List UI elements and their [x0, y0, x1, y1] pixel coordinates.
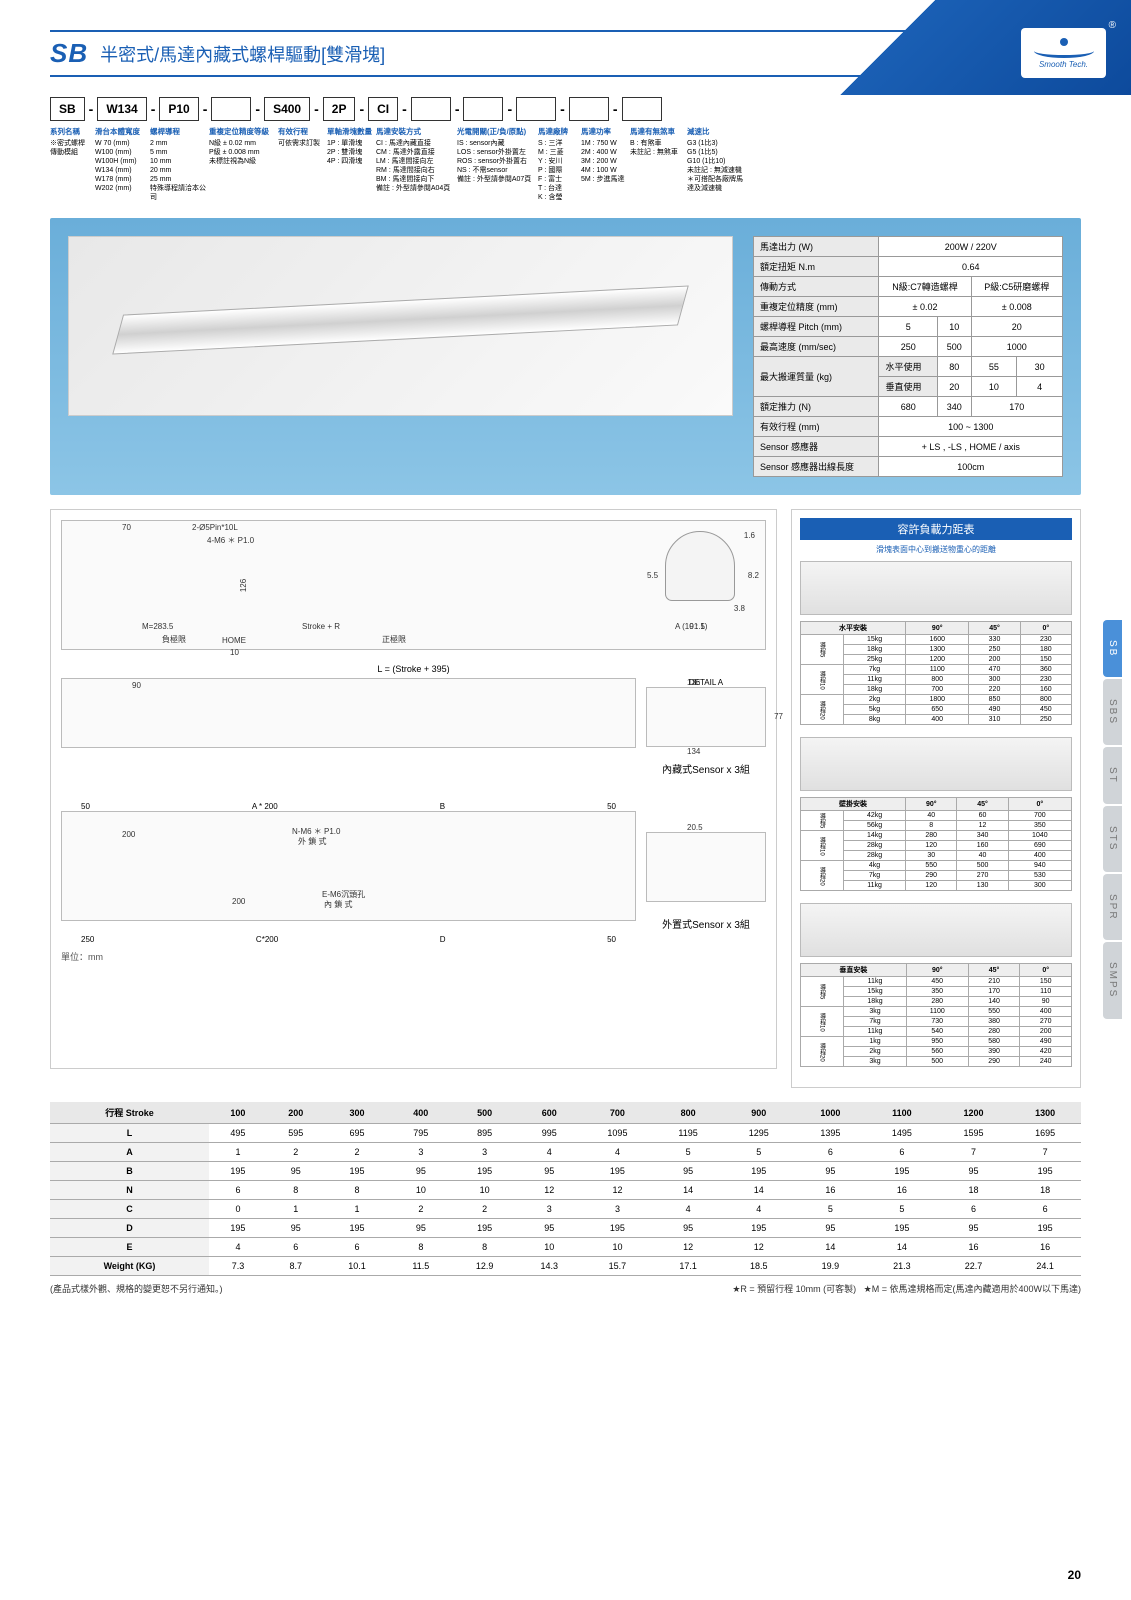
side-tab[interactable]: SMPS: [1103, 942, 1122, 1018]
ordering-box: [622, 97, 662, 121]
page-title: 半密式/馬達內藏式螺桿驅動[雙滑塊]: [100, 41, 385, 67]
ordering-box: SB: [50, 97, 85, 121]
side-tab[interactable]: SBS: [1103, 679, 1122, 745]
ordering-descriptions: 系列名稱※密式螺桿傳動模組滑台本體寬度W 70 (mm)W100 (mm)W10…: [50, 127, 1081, 202]
registered-mark: ®: [1109, 20, 1116, 31]
side-tabs: SB SBS ST STS SPRSMPS: [1103, 620, 1131, 1021]
ordering-box: W134: [97, 97, 146, 121]
ordering-box: S400: [264, 97, 310, 121]
unit-label: 單位：mm: [61, 950, 766, 963]
length-formula: L = (Stroke + 395): [61, 664, 766, 674]
technical-drawings: 70 2-Ø5Pin*10L 4-M6 ＊ P1.0 126 M=283.5 S…: [50, 509, 777, 1069]
ordering-box: [411, 97, 451, 121]
page-number: 20: [1068, 1568, 1081, 1582]
stroke-table: 行程 Stroke1002003004005006007008009001000…: [50, 1102, 1081, 1276]
ordering-box: [211, 97, 251, 121]
load-capacity-panel: 容許負載力距表 滑塊表面中心到搬送物重心的距離 水平安裝90°45°0°導程51…: [791, 509, 1081, 1088]
product-panel: 馬達出力 (W)200W / 220V額定扭矩 N.m0.64傳動方式N級:C7…: [50, 218, 1081, 495]
brand-logo: Smooth Tech.: [1021, 28, 1106, 78]
ordering-code-row: SB-W134-P10--S400-2P-CI-----: [50, 97, 1081, 121]
spec-table: 馬達出力 (W)200W / 220V額定扭矩 N.m0.64傳動方式N級:C7…: [753, 236, 1063, 477]
ordering-box: [516, 97, 556, 121]
side-tab[interactable]: SPR: [1103, 874, 1122, 941]
ordering-box: [569, 97, 609, 121]
ordering-box: P10: [159, 97, 198, 121]
side-tab[interactable]: ST: [1103, 747, 1122, 804]
ordering-box: [463, 97, 503, 121]
side-tab[interactable]: SB: [1103, 620, 1122, 677]
side-tab[interactable]: STS: [1103, 806, 1122, 871]
series-badge: SB: [50, 38, 88, 69]
ordering-box: CI: [368, 97, 398, 121]
footnotes: (產品式樣外觀、規格的變更恕不另行通知。) ★R = 預留行程 10mm (可客…: [50, 1282, 1081, 1295]
ordering-box: 2P: [323, 97, 356, 121]
product-photo: [68, 236, 733, 416]
